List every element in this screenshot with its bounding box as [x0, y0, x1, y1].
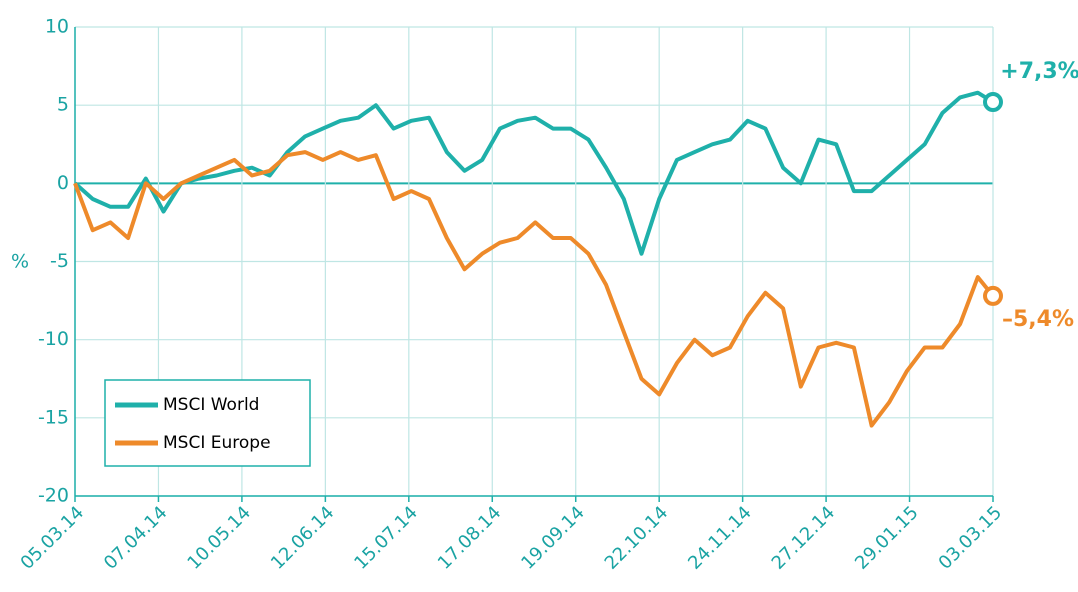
x-tick-label: 24.11.14 — [684, 502, 756, 574]
x-tick-label: 29.01.15 — [851, 502, 923, 574]
series-line — [73, 90, 995, 256]
y-axis-label: % — [11, 251, 29, 273]
x-tick-label: 05.03.14 — [17, 502, 89, 574]
y-tick-label: 5 — [57, 94, 69, 116]
y-tick-label: 0 — [57, 172, 69, 194]
legend-label: MSCI World — [163, 395, 259, 415]
series-line — [73, 150, 995, 428]
x-tick-label: 03.03.15 — [935, 502, 1007, 574]
x-tick-label: 17.08.14 — [434, 502, 506, 574]
x-tick-label: 22.10.14 — [601, 502, 673, 574]
end-marker — [983, 285, 1003, 306]
annotation: +7,3% — [1000, 59, 1078, 84]
end-marker — [983, 92, 1003, 113]
x-tick-label: 12.06.14 — [267, 502, 339, 574]
annotation: –5,4% — [1002, 307, 1074, 332]
y-tick-label: 10 — [45, 16, 69, 38]
x-tick-label: 27.12.14 — [768, 502, 840, 574]
x-tick-label: 07.04.14 — [100, 502, 172, 574]
y-tick-label: -10 — [38, 328, 69, 350]
y-tick-label: -15 — [38, 406, 69, 428]
legend: MSCI World MSCI Europe — [104, 379, 311, 467]
legend-box — [104, 379, 311, 467]
x-tick-label: 10.05.14 — [183, 502, 255, 574]
x-tick-label: 19.09.14 — [517, 502, 589, 574]
legend-label: MSCI Europe — [163, 433, 271, 453]
y-tick-label: -20 — [38, 485, 69, 507]
y-tick-label: -5 — [50, 250, 69, 272]
x-tick-label: 15.07.14 — [350, 502, 422, 574]
